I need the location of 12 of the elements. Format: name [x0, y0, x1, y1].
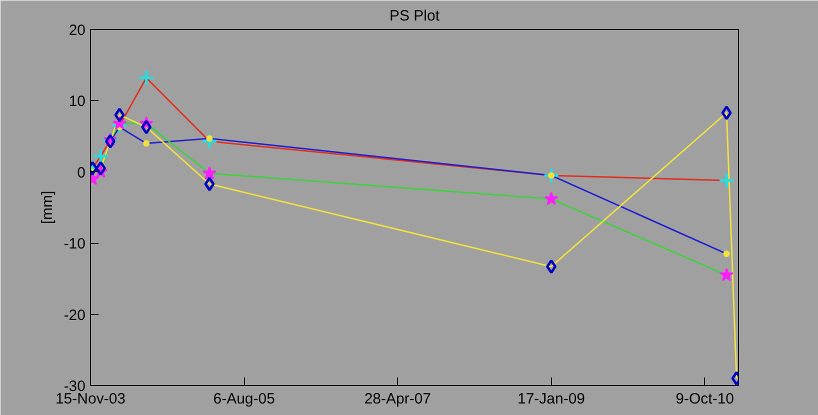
y-tick-label: 20 — [68, 22, 86, 39]
chart-title: PS Plot — [389, 8, 440, 24]
x-tick-label: 15-Nov-03 — [55, 390, 126, 408]
x-tick-label: 9-Oct-10 — [676, 390, 734, 408]
y-tick-label: 10 — [68, 93, 86, 110]
x-tick-label: 17-Jan-09 — [517, 390, 586, 408]
y-axis-title: [mm] — [38, 190, 56, 224]
y-tick-label: -20 — [64, 306, 86, 324]
y-tick-label: -10 — [64, 236, 86, 253]
x-tick-label: 6-Aug-05 — [213, 390, 275, 408]
x-tick-label: 28-Apr-07 — [364, 390, 432, 408]
y-tick-label: 0 — [77, 164, 86, 182]
